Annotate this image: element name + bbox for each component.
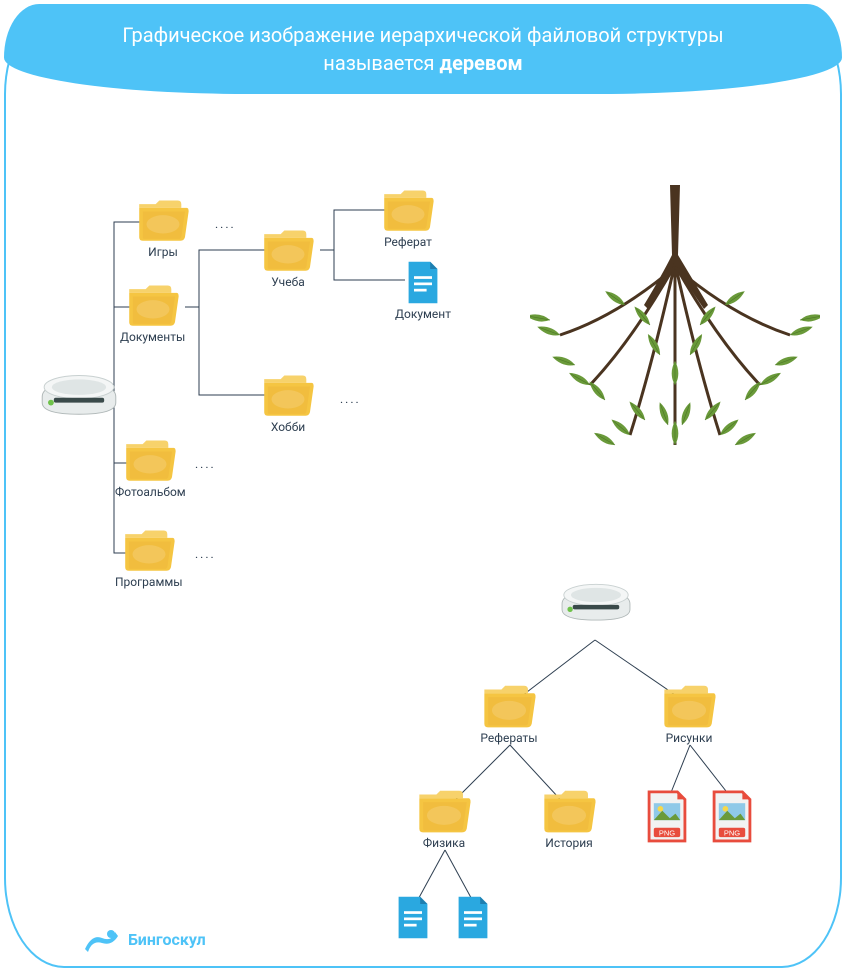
folder-games: Игры bbox=[135, 195, 191, 259]
doc-doc2-icon bbox=[455, 895, 491, 940]
folder-referaty-icon bbox=[480, 680, 538, 729]
png-png1-icon: PNG bbox=[645, 790, 689, 843]
svg-text:PNG: PNG bbox=[724, 828, 740, 837]
folder-istoriya: История bbox=[540, 785, 598, 850]
folder-docs-label: Документы bbox=[120, 330, 185, 344]
doc-document-label: Документ bbox=[395, 307, 451, 321]
folder-istoriya-icon bbox=[540, 785, 598, 834]
folder-docs-icon bbox=[125, 280, 181, 328]
doc-doc1-icon bbox=[395, 895, 431, 940]
folder-photo-label: Фотоальбом bbox=[115, 485, 186, 499]
png-png2-icon: PNG bbox=[710, 790, 754, 843]
folder-programs-label: Программы bbox=[115, 575, 183, 589]
brand-name: Бингоскул bbox=[128, 930, 206, 949]
folder-referat-icon bbox=[380, 185, 436, 233]
folder-docs: Документы bbox=[120, 280, 185, 344]
png-png1: PNG bbox=[645, 790, 689, 843]
folder-study-icon bbox=[260, 225, 316, 273]
folder-risunki-icon bbox=[660, 680, 718, 729]
folder-fizika-label: Физика bbox=[423, 836, 465, 850]
folder-hobby-label: Хобби bbox=[271, 420, 305, 434]
folder-games-icon bbox=[135, 195, 191, 243]
folder-referat: Реферат bbox=[380, 185, 436, 249]
ellipsis-photo: .... bbox=[195, 457, 216, 471]
folder-hobby-icon bbox=[260, 370, 316, 418]
folder-photo: Фотоальбом bbox=[115, 435, 186, 499]
folder-fizika-icon bbox=[415, 785, 473, 834]
folder-hobby: Хобби bbox=[260, 370, 316, 434]
folder-risunki-label: Рисунки bbox=[666, 731, 713, 745]
folder-photo-icon bbox=[122, 435, 178, 483]
folder-referaty: Рефераты bbox=[480, 680, 538, 745]
disk-tree2 bbox=[560, 570, 632, 622]
disk-tree2-icon bbox=[560, 570, 632, 622]
ellipsis-programs: .... bbox=[195, 547, 216, 561]
disk-tree1 bbox=[40, 360, 118, 416]
folder-games-label: Игры bbox=[148, 245, 178, 259]
brand: Бингоскул bbox=[80, 924, 206, 954]
svg-text:PNG: PNG bbox=[659, 828, 675, 837]
brand-icon bbox=[80, 924, 120, 954]
doc-document: Документ bbox=[395, 260, 451, 321]
folder-risunki: Рисунки bbox=[660, 680, 718, 745]
folder-programs: Программы bbox=[115, 525, 183, 589]
doc-doc1 bbox=[395, 895, 431, 940]
ellipsis-games: .... bbox=[215, 217, 236, 231]
folder-programs-icon bbox=[121, 525, 177, 573]
decorative-tree-icon bbox=[530, 175, 820, 495]
folder-fizika: Физика bbox=[415, 785, 473, 850]
doc-document-icon bbox=[405, 260, 441, 305]
disk-tree1-icon bbox=[40, 360, 118, 416]
ellipsis-hobby: .... bbox=[340, 392, 361, 406]
folder-istoriya-label: История bbox=[545, 836, 592, 850]
png-png2: PNG bbox=[710, 790, 754, 843]
folder-study-label: Учеба bbox=[271, 275, 304, 289]
folder-referaty-label: Рефераты bbox=[480, 731, 537, 745]
folder-referat-label: Реферат bbox=[384, 235, 432, 249]
folder-study: Учеба bbox=[260, 225, 316, 289]
doc-doc2 bbox=[455, 895, 491, 940]
